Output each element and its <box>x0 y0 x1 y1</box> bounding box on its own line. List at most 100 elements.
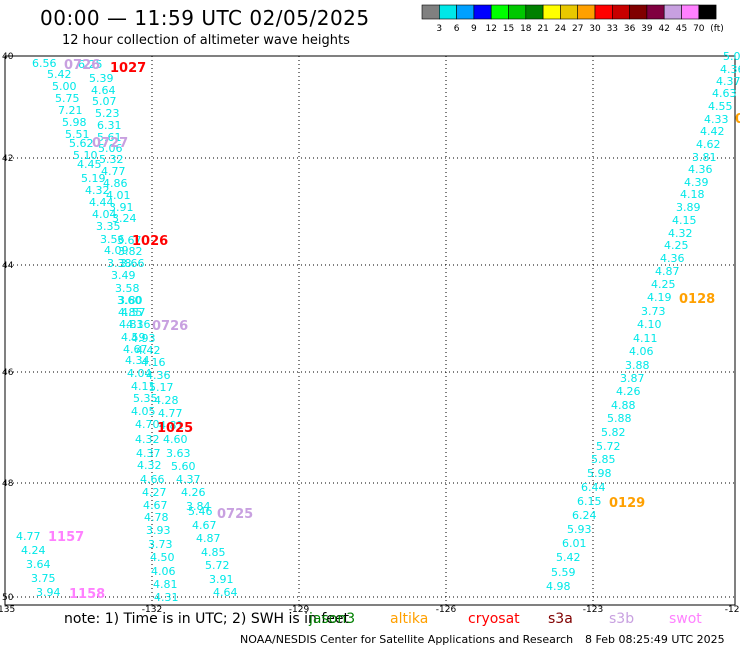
wave-height-value: 4.36 <box>146 369 171 382</box>
wave-height-value: 5.62 <box>69 137 94 150</box>
wave-height-value: 5.07 <box>92 95 117 108</box>
wave-height-value: 4.59 <box>121 331 146 344</box>
wave-height-value: 7.21 <box>58 104 83 117</box>
wave-height-value: 4.11 <box>633 332 658 345</box>
longitude-label: -132 <box>142 605 162 615</box>
latitude-label: 42 <box>2 154 13 164</box>
wave-height-value: 3.60 <box>117 294 142 307</box>
wave-height-value: 3.24 <box>112 212 137 225</box>
page-title: 00:00 — 11:59 UTC 02/05/2025 <box>40 6 370 30</box>
wave-height-value: 4.67 <box>123 343 148 356</box>
wave-height-value: 4.37 <box>136 447 161 460</box>
wave-height-value: 3.80 <box>118 294 143 307</box>
wave-height-value: 4.37 <box>176 473 201 486</box>
satellite-swot: swot <box>669 611 702 627</box>
wave-height-value: 4.11 <box>131 380 156 393</box>
legend-label: 42 <box>658 24 669 34</box>
wave-height-value: 4.16 <box>126 318 151 331</box>
satellite-jason3: jason3 <box>309 611 356 627</box>
wave-height-value: 4.83 <box>119 318 144 331</box>
legend-label: 6 <box>454 24 460 34</box>
legend-swatch <box>698 4 717 20</box>
legend-swatch <box>663 4 682 20</box>
legend-label: 30 <box>589 24 601 34</box>
wave-height-value: 4.36 <box>720 63 740 76</box>
wave-height-value: 5.98 <box>62 116 87 129</box>
wave-height-value: 5.60 <box>171 460 196 473</box>
wave-height-value: 4.55 <box>708 100 733 113</box>
wave-height-value: 4.57 <box>121 306 146 319</box>
legend-label: 3 <box>436 24 442 34</box>
wave-height-value: 3.88 <box>625 359 650 372</box>
longitude-label: -126 <box>436 605 457 615</box>
wave-height-value: 3.91 <box>209 573 234 586</box>
legend-swatch <box>611 4 630 20</box>
wave-height-value: 5.32 <box>99 153 124 166</box>
wave-height-value: 6.31 <box>97 119 122 132</box>
wave-height-value: 3.58 <box>115 282 140 295</box>
longitude-label: -120 <box>725 605 740 615</box>
legend-label: 27 <box>572 24 583 34</box>
wave-height-value: 5.98 <box>587 467 612 480</box>
wave-height-value: 4.93 <box>131 332 156 345</box>
wave-height-value: 4.28 <box>154 394 179 407</box>
wave-height-value: 5.75 <box>55 92 80 105</box>
wave-height-value: 4.37 <box>716 75 740 88</box>
wave-height-value: 3.35 <box>96 220 121 233</box>
wave-height-value: 3.73 <box>148 538 173 551</box>
legend-swatch <box>542 4 561 20</box>
pass-time-label: 1026 <box>132 234 168 249</box>
pass-time-label: 0 <box>735 112 740 127</box>
wave-height-value: 3.49 <box>111 269 136 282</box>
legend-swatch <box>456 4 475 20</box>
wave-height-value: 5.19 <box>81 172 106 185</box>
wave-height-value: 4.77 <box>101 165 126 178</box>
wave-height-value: 4.87 <box>655 265 680 278</box>
wave-height-value: 5.72 <box>596 440 621 453</box>
wave-height-value: 4.09 <box>104 244 129 257</box>
legend-swatch <box>473 4 492 20</box>
wave-height-value: 4.10 <box>637 318 662 331</box>
wave-height-value: 4.19 <box>647 291 672 304</box>
wave-height-value: 4.36 <box>660 252 685 265</box>
wave-height-value: 4.34 <box>125 354 150 367</box>
wave-height-value: 3.87 <box>620 372 645 385</box>
legend-swatch <box>421 4 440 20</box>
latitude-label: 46 <box>2 368 14 378</box>
pass-time-label: 0726 <box>64 58 100 73</box>
legend-swatch <box>577 4 596 20</box>
wave-height-value: 5.72 <box>205 559 230 572</box>
wave-height-value: 4.16 <box>141 356 166 369</box>
legend-label: 15 <box>503 24 514 34</box>
wave-height-value: 4.62 <box>696 138 721 151</box>
legend-swatch <box>646 4 665 20</box>
wave-height-value: 4.04 <box>92 208 117 221</box>
footer-note: note: 1) Time is in UTC; 2) SWH is in fe… <box>64 611 350 627</box>
longitude-label: -135 <box>0 605 15 615</box>
wave-height-value: 4.50 <box>150 551 175 564</box>
wave-height-value: 4.18 <box>680 188 705 201</box>
legend-swatch <box>681 4 700 20</box>
longitude-label: -123 <box>583 605 603 615</box>
wave-height-value: 3.38 <box>107 257 132 270</box>
wave-height-value: 4.05 <box>131 405 156 418</box>
wave-height-value: 5.10 <box>73 149 98 162</box>
wave-height-value: 6.44 <box>581 481 606 494</box>
wave-height-value: 4.04 <box>127 367 152 380</box>
satellite-cryosat: cryosat <box>468 611 520 627</box>
wave-height-value: 4.81 <box>153 578 178 591</box>
pass-time-label: 0129 <box>609 496 645 511</box>
wave-height-value: 5.23 <box>95 107 120 120</box>
wave-height-value: 4.26 <box>616 385 641 398</box>
legend-swatch <box>438 4 457 20</box>
legend-label: 36 <box>624 24 636 34</box>
pass-time-label: 0128 <box>679 292 715 307</box>
wave-height-value: 5.00 <box>52 80 77 93</box>
wave-height-value: 4.42 <box>136 344 161 357</box>
wave-height-value: 4.64 <box>91 84 116 97</box>
latitude-label: 48 <box>2 479 14 489</box>
wave-height-value: 5.42 <box>556 551 581 564</box>
wave-height-value: 4.26 <box>181 486 206 499</box>
legend-label: 39 <box>641 24 653 34</box>
